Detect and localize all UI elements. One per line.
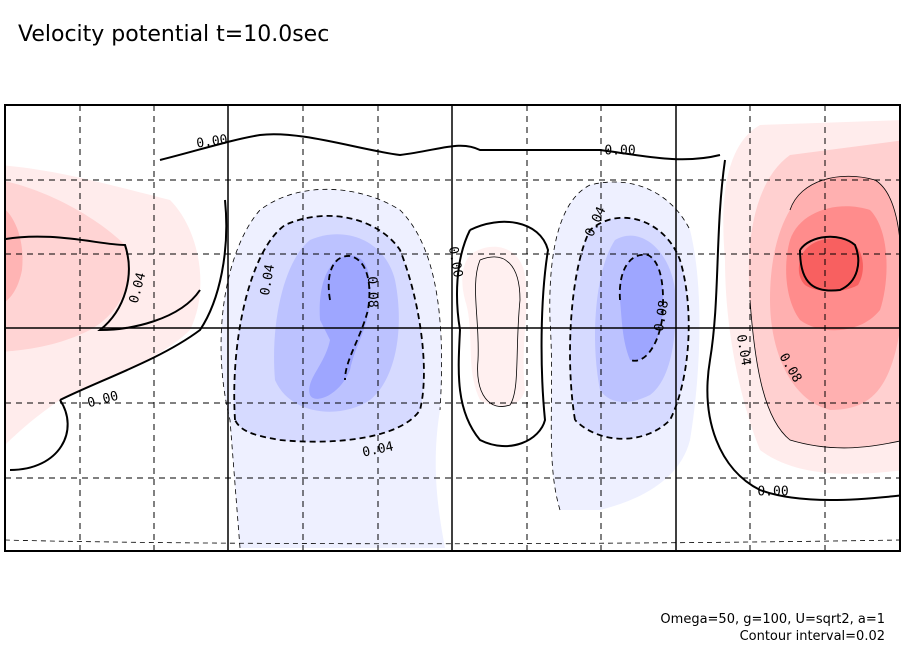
- contour-labels: 0.00 0.00 0.00 0.00 0.04 0.04 0.08 0.04 …: [86, 132, 804, 499]
- contour-label: 0.04: [733, 333, 753, 367]
- plot-area: 0.00 0.00 0.00 0.00 0.04 0.04 0.08 0.04 …: [4, 104, 901, 552]
- contour-label: 0.04: [258, 263, 278, 297]
- chart-title: Velocity potential t=10.0sec: [18, 22, 329, 47]
- contour-label: 0.08: [364, 276, 380, 308]
- footnote: Omega=50, g=100, U=sqrt2, a=1: [660, 612, 885, 627]
- contour-label: 0.00: [445, 245, 465, 278]
- contour-label: 0.00: [604, 144, 635, 159]
- contour-label: 0.00: [757, 485, 788, 500]
- footnote: Contour interval=0.02: [740, 629, 885, 644]
- contour-label: 0.04: [361, 439, 395, 460]
- contour-label: 0.00: [86, 389, 120, 412]
- contour-label: 0.08: [652, 299, 672, 332]
- contour-fill: [5, 120, 900, 548]
- contour-label: 0.00: [195, 132, 228, 151]
- contour-lines: [5, 133, 900, 549]
- grid: [4, 104, 901, 552]
